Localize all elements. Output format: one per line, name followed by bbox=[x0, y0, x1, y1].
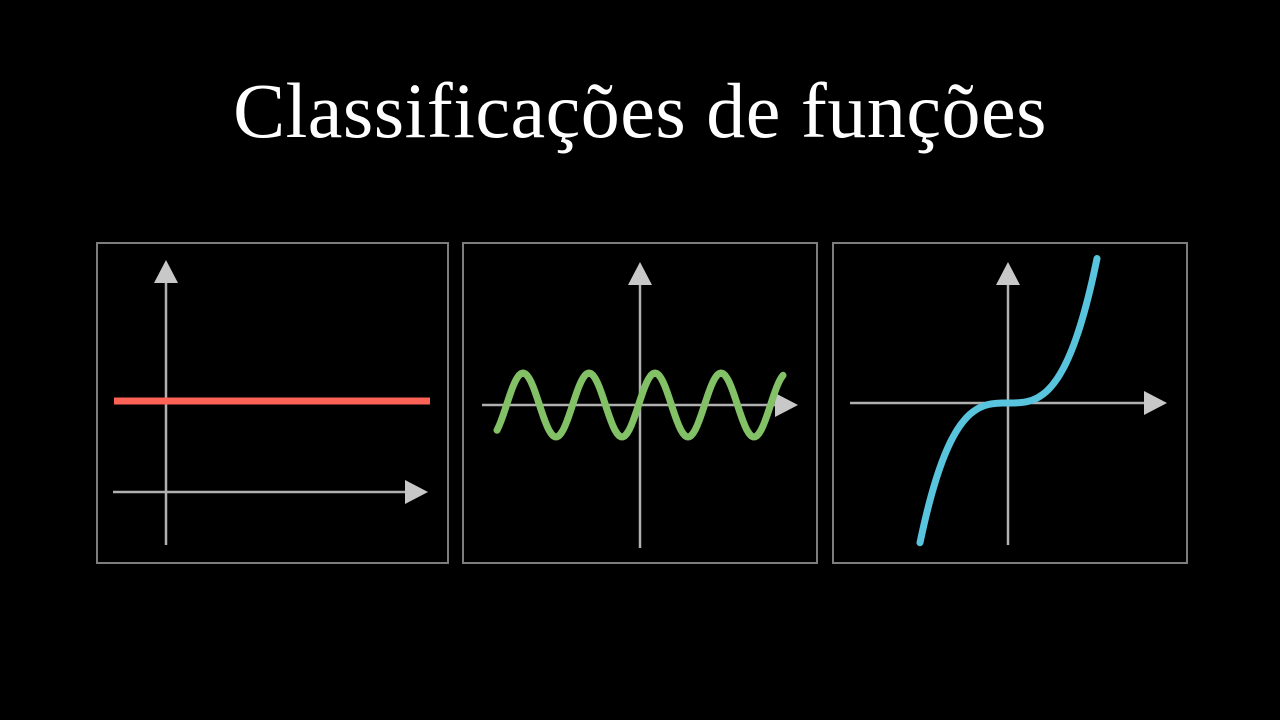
constant-function-graph bbox=[96, 242, 449, 564]
x-axis-arrowhead bbox=[1144, 391, 1167, 415]
panel-border bbox=[832, 242, 1188, 564]
panel-border bbox=[462, 242, 818, 564]
sine-curve bbox=[493, 369, 787, 441]
page-title: Classificações de funções bbox=[233, 67, 1047, 154]
panel-constant-function bbox=[96, 242, 449, 564]
cubic-function-graph bbox=[832, 242, 1188, 564]
periodic-function-graph bbox=[462, 242, 818, 564]
panel-periodic-function bbox=[462, 242, 818, 564]
x-axis-arrowhead bbox=[775, 393, 798, 417]
y-axis-arrowhead bbox=[996, 262, 1020, 285]
panel-cubic-function bbox=[832, 242, 1188, 564]
cubic-curve bbox=[916, 255, 1101, 547]
y-axis-arrowhead bbox=[628, 262, 652, 285]
panel-border bbox=[96, 242, 449, 564]
x-axis-arrowhead bbox=[405, 480, 428, 504]
y-axis-arrowhead bbox=[154, 260, 178, 283]
